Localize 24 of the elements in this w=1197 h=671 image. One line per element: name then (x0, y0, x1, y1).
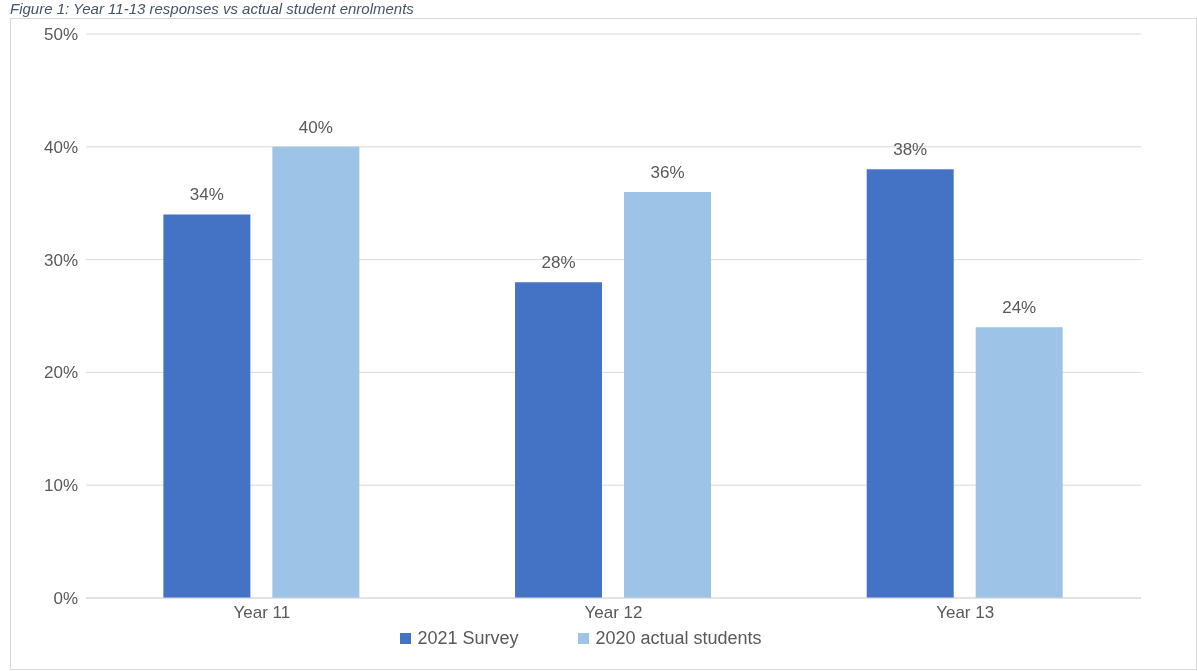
bar (163, 214, 251, 598)
y-tick-label: 0% (53, 589, 78, 609)
data-label: 28% (541, 253, 576, 273)
x-tick-label: Year 11 (233, 603, 291, 623)
data-label: 38% (893, 140, 928, 160)
y-tick-label: 10% (43, 476, 78, 496)
data-label: 40% (298, 117, 333, 137)
y-tick-label: 30% (43, 250, 78, 270)
bar (866, 169, 954, 598)
y-tick-label: 50% (43, 25, 78, 45)
data-label: 34% (189, 185, 224, 205)
legend-label: 2021 Survey (417, 628, 519, 649)
bar (975, 327, 1063, 598)
legend-label: 2020 actual students (595, 628, 762, 649)
bar (515, 282, 603, 598)
y-tick-label: 20% (43, 363, 78, 383)
data-label: 36% (650, 162, 685, 182)
y-tick-label: 40% (43, 137, 78, 157)
x-tick-label: Year 13 (936, 603, 995, 623)
chart-title: Figure 1: Year 11-13 responses vs actual student enrolments (9, 0, 415, 18)
data-label: 24% (1002, 298, 1037, 318)
bar (272, 146, 360, 598)
x-tick-label: Year 12 (584, 603, 643, 623)
bar (624, 191, 712, 598)
